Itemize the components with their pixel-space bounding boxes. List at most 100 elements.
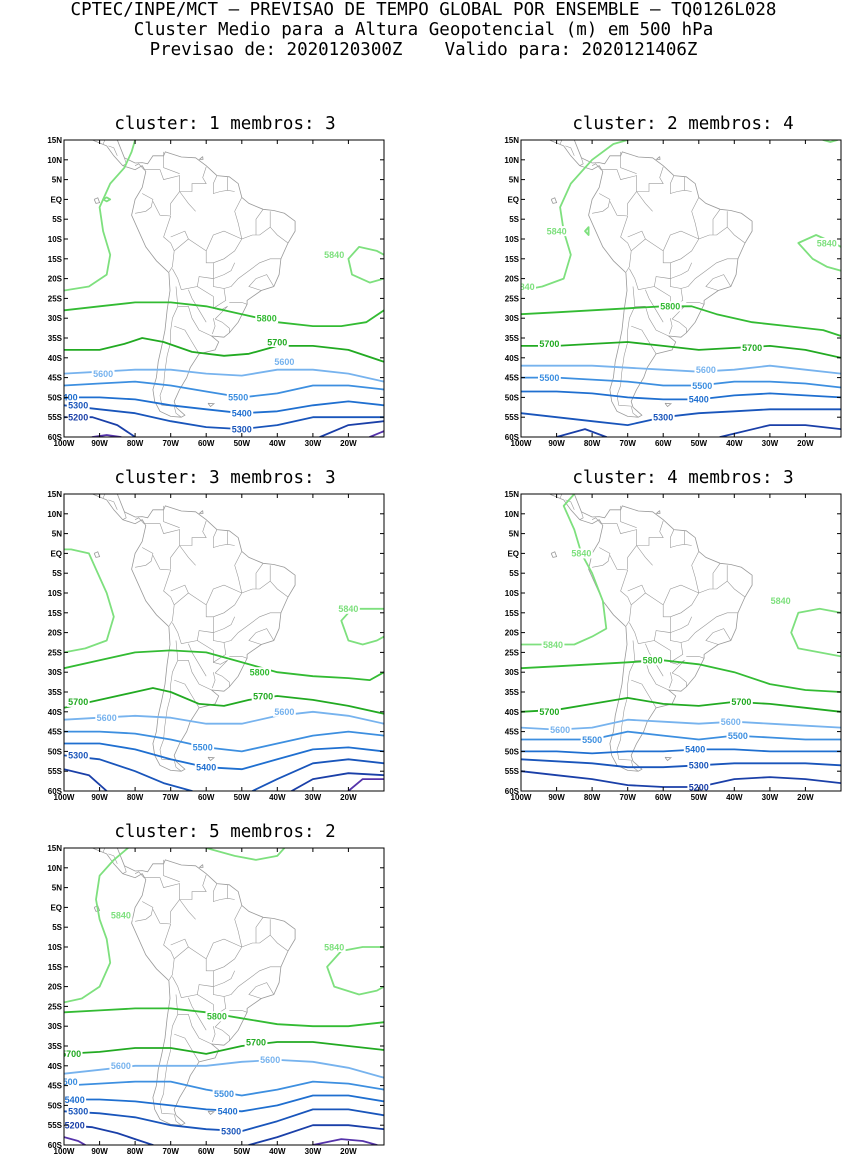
country-border [662,230,699,252]
country-border [591,163,602,170]
contour-line [64,301,384,328]
lat-tick-label: 55S [505,413,520,422]
lat-tick-label: 20S [505,629,520,638]
contour-label: 5700 [68,697,88,707]
contour-label-bg [538,338,561,349]
contour-label-bg [538,372,561,383]
contour-label: 5200 [689,782,709,792]
contour-label: 5700 [246,1037,266,1047]
country-border [174,592,214,644]
contour-label-bg [683,744,707,755]
country-border [213,660,228,674]
lat-tick-label: 55S [48,1121,63,1130]
country-border [712,563,721,589]
country-border [255,917,264,943]
contour-label-bg [726,730,750,741]
lon-tick-label: 50W [234,793,251,802]
country-border [172,976,182,998]
contour-label: 5600 [274,707,294,717]
contour-line [64,548,115,654]
contour-line [521,770,841,788]
lat-tick-label: 30S [505,668,520,677]
contour-line [64,730,384,753]
contour-line [521,758,841,769]
country-border [680,612,738,643]
contour-label-bg [244,1037,268,1047]
lat-tick-label: EQ [50,195,62,204]
map-area: 5840 5840 5840 5800 5700 5700 5600 5500 5500 5400… [521,140,841,437]
lat-tick-label: 10N [504,156,519,165]
country-border [636,545,653,566]
lon-tick-label: 30W [305,1147,322,1156]
contour-label: 5840 [543,640,563,650]
contour-label-bg [91,368,115,379]
lat-tick-label: 15N [47,490,62,499]
contour-label: 5800 [207,1012,227,1022]
country-border [234,905,243,948]
contour-label: 5600 [93,369,113,379]
contour-line [64,649,384,681]
contour-line [347,245,384,284]
contour-label-bg [64,1120,87,1131]
contour-label: 5500 [58,1077,78,1087]
contour-5840: 5840 [64,548,384,654]
country-border [627,230,646,240]
contour-5500: 5500 5500 [521,372,841,391]
contour-label: 5840 [571,549,591,559]
contour-label: 5400 [65,1095,85,1105]
country-border [669,175,692,194]
lat-tick-label: 25S [48,294,63,303]
contour-label-bg [658,301,682,312]
lat-tick-label: 60S [48,787,63,796]
country-border [631,592,671,644]
lat-tick-label: 45S [505,728,520,737]
lat-tick-label: 35S [48,334,63,343]
contour-label-bg [694,364,718,375]
lat-tick-label: 50S [48,1101,63,1110]
contour-5400: 5400 5400 [64,392,384,419]
country-border [636,520,664,546]
contour-line [521,390,841,401]
lon-tick-label: 20W [797,439,814,448]
contour-label-bg [230,408,254,419]
lat-tick-label: 15S [48,609,63,618]
contour-line [64,140,137,292]
contour-line [521,697,841,713]
country-border [212,1026,216,1043]
lat-tick-label: 10S [48,589,63,598]
contour-5200 [555,424,841,437]
contour-5840: 5840 5840 5840 [521,494,841,658]
contour-label: 5840 [111,911,131,921]
contour-5700: 5700 [64,337,384,363]
country-border [102,140,106,145]
lat-tick-label: 5N [509,176,519,185]
country-border [144,169,180,216]
contour-label: 5500 [582,735,602,745]
contour-line [326,946,384,996]
country-border [197,632,227,663]
country-border [565,145,575,156]
country-border [205,938,242,960]
contour-label: 5600 [260,1055,280,1065]
contour-label: 5700 [539,707,559,717]
country-border [616,640,639,772]
contour-label-bg [548,724,572,735]
cluster-title: cluster: 2 membros: 4 [572,114,793,134]
contour-label: 5700 [731,697,751,707]
lat-tick-label: 30S [48,1022,63,1031]
contour-line [64,380,384,399]
country-border [144,877,180,924]
contour-5800: 5800 [64,649,384,681]
country-border [255,563,264,589]
contour-line [247,1124,384,1145]
country-border [691,197,700,240]
country-border [188,997,207,1031]
country-border [177,1013,212,1045]
lon-tick-label: 90W [548,439,565,448]
contour-5300: 5300 [521,408,841,427]
island-coastline [198,156,204,160]
country-border [214,672,230,687]
contour-label-bg [690,380,714,391]
island-coastline [655,510,661,514]
lat-tick-label: 40S [505,354,520,363]
